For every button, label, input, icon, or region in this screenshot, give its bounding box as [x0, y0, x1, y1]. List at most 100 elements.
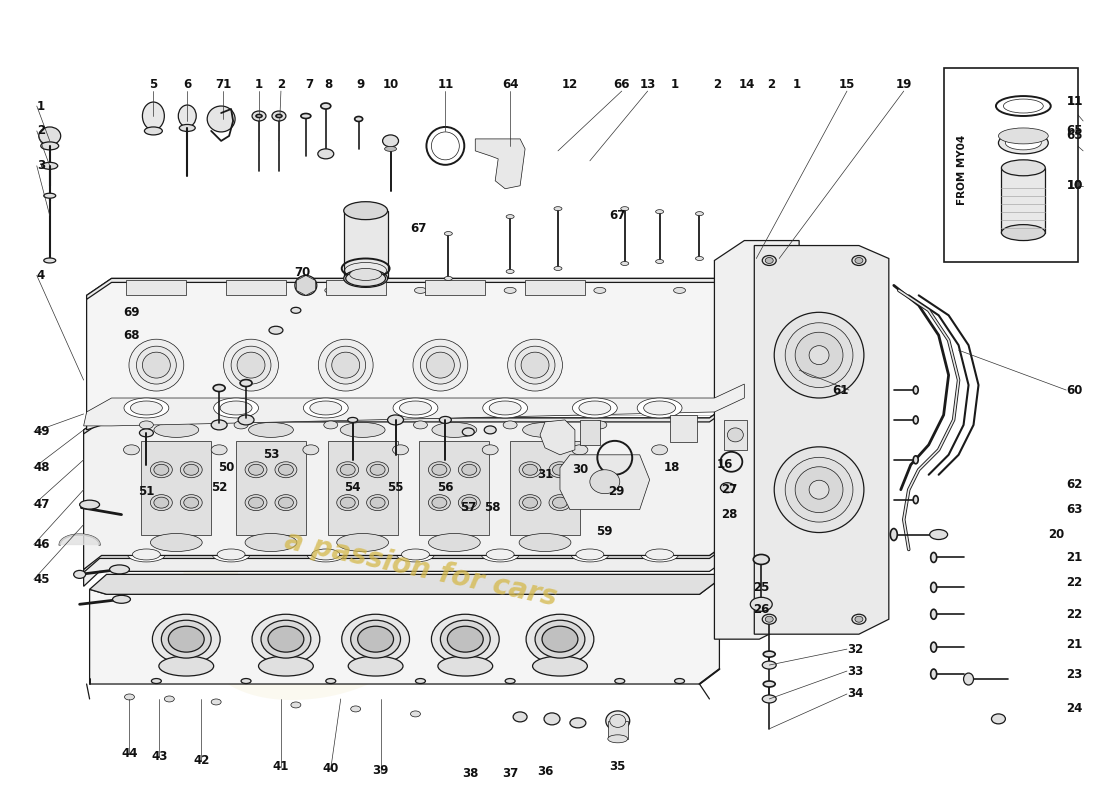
- Text: 10: 10: [383, 78, 398, 90]
- Ellipse shape: [278, 464, 294, 475]
- Text: 23: 23: [1066, 667, 1082, 681]
- Text: 2: 2: [767, 78, 775, 90]
- Ellipse shape: [763, 681, 776, 687]
- Ellipse shape: [522, 497, 538, 508]
- Ellipse shape: [245, 462, 267, 478]
- Ellipse shape: [213, 385, 226, 391]
- Ellipse shape: [212, 547, 250, 562]
- Ellipse shape: [432, 422, 476, 438]
- Ellipse shape: [268, 626, 304, 652]
- Polygon shape: [525, 281, 585, 295]
- Ellipse shape: [440, 620, 491, 658]
- Ellipse shape: [348, 418, 358, 422]
- Text: 65: 65: [1066, 130, 1082, 142]
- Ellipse shape: [151, 534, 202, 551]
- Text: 8: 8: [324, 78, 333, 90]
- Polygon shape: [328, 441, 397, 534]
- Ellipse shape: [275, 462, 297, 478]
- Text: 18: 18: [663, 462, 680, 474]
- Ellipse shape: [438, 656, 493, 676]
- Ellipse shape: [238, 415, 254, 425]
- Ellipse shape: [535, 620, 585, 658]
- Ellipse shape: [590, 470, 619, 494]
- Ellipse shape: [340, 464, 355, 475]
- Ellipse shape: [79, 500, 100, 509]
- Ellipse shape: [720, 482, 735, 493]
- Ellipse shape: [399, 401, 431, 415]
- Ellipse shape: [571, 547, 608, 562]
- Ellipse shape: [506, 214, 514, 218]
- Ellipse shape: [385, 146, 396, 151]
- Ellipse shape: [795, 332, 843, 378]
- Ellipse shape: [549, 494, 571, 510]
- Ellipse shape: [136, 346, 176, 384]
- Polygon shape: [87, 261, 745, 430]
- Ellipse shape: [349, 656, 403, 676]
- Ellipse shape: [154, 464, 168, 475]
- Ellipse shape: [754, 554, 769, 565]
- Text: 41: 41: [273, 760, 289, 774]
- Ellipse shape: [504, 287, 516, 294]
- Polygon shape: [670, 415, 697, 442]
- Ellipse shape: [785, 322, 852, 387]
- Ellipse shape: [340, 497, 355, 508]
- Text: 20: 20: [1048, 528, 1065, 541]
- Ellipse shape: [526, 614, 594, 664]
- Text: 52: 52: [211, 481, 228, 494]
- Text: 10: 10: [1066, 179, 1082, 192]
- Text: 58: 58: [484, 501, 500, 514]
- Ellipse shape: [999, 132, 1048, 154]
- Ellipse shape: [207, 106, 235, 132]
- Ellipse shape: [931, 553, 937, 562]
- Ellipse shape: [211, 445, 227, 455]
- Ellipse shape: [506, 270, 514, 274]
- Text: 51: 51: [139, 485, 155, 498]
- Ellipse shape: [301, 114, 311, 118]
- Ellipse shape: [462, 464, 476, 475]
- Ellipse shape: [213, 398, 258, 418]
- Ellipse shape: [249, 422, 294, 438]
- Text: 29: 29: [608, 485, 625, 498]
- Ellipse shape: [387, 415, 404, 425]
- Ellipse shape: [131, 401, 163, 415]
- Ellipse shape: [774, 447, 864, 533]
- Ellipse shape: [549, 462, 571, 478]
- Ellipse shape: [890, 529, 898, 541]
- Polygon shape: [84, 384, 745, 426]
- Text: 44: 44: [121, 747, 138, 760]
- Text: 11: 11: [437, 78, 453, 90]
- Ellipse shape: [241, 678, 251, 683]
- Ellipse shape: [762, 661, 777, 669]
- Ellipse shape: [410, 711, 420, 717]
- Ellipse shape: [366, 494, 388, 510]
- Ellipse shape: [415, 287, 427, 294]
- Polygon shape: [580, 420, 600, 445]
- Ellipse shape: [513, 712, 527, 722]
- Ellipse shape: [481, 547, 519, 562]
- Ellipse shape: [256, 114, 262, 118]
- Ellipse shape: [416, 678, 426, 683]
- Ellipse shape: [672, 421, 686, 429]
- Ellipse shape: [332, 352, 360, 378]
- Text: 49: 49: [34, 426, 51, 438]
- Text: 15: 15: [839, 78, 855, 90]
- Ellipse shape: [270, 326, 283, 334]
- Ellipse shape: [1005, 136, 1042, 150]
- Ellipse shape: [337, 534, 388, 551]
- Ellipse shape: [318, 149, 333, 159]
- Polygon shape: [608, 721, 628, 739]
- Text: 42: 42: [192, 754, 209, 767]
- Ellipse shape: [542, 626, 578, 652]
- Polygon shape: [540, 420, 575, 455]
- Ellipse shape: [276, 114, 282, 118]
- Ellipse shape: [343, 270, 387, 287]
- Text: 22: 22: [1066, 608, 1082, 621]
- Polygon shape: [227, 281, 286, 295]
- Ellipse shape: [235, 287, 248, 294]
- Ellipse shape: [290, 307, 301, 314]
- Ellipse shape: [615, 678, 625, 683]
- Ellipse shape: [290, 702, 301, 708]
- Polygon shape: [1001, 168, 1045, 233]
- Ellipse shape: [275, 494, 297, 510]
- Ellipse shape: [220, 401, 252, 415]
